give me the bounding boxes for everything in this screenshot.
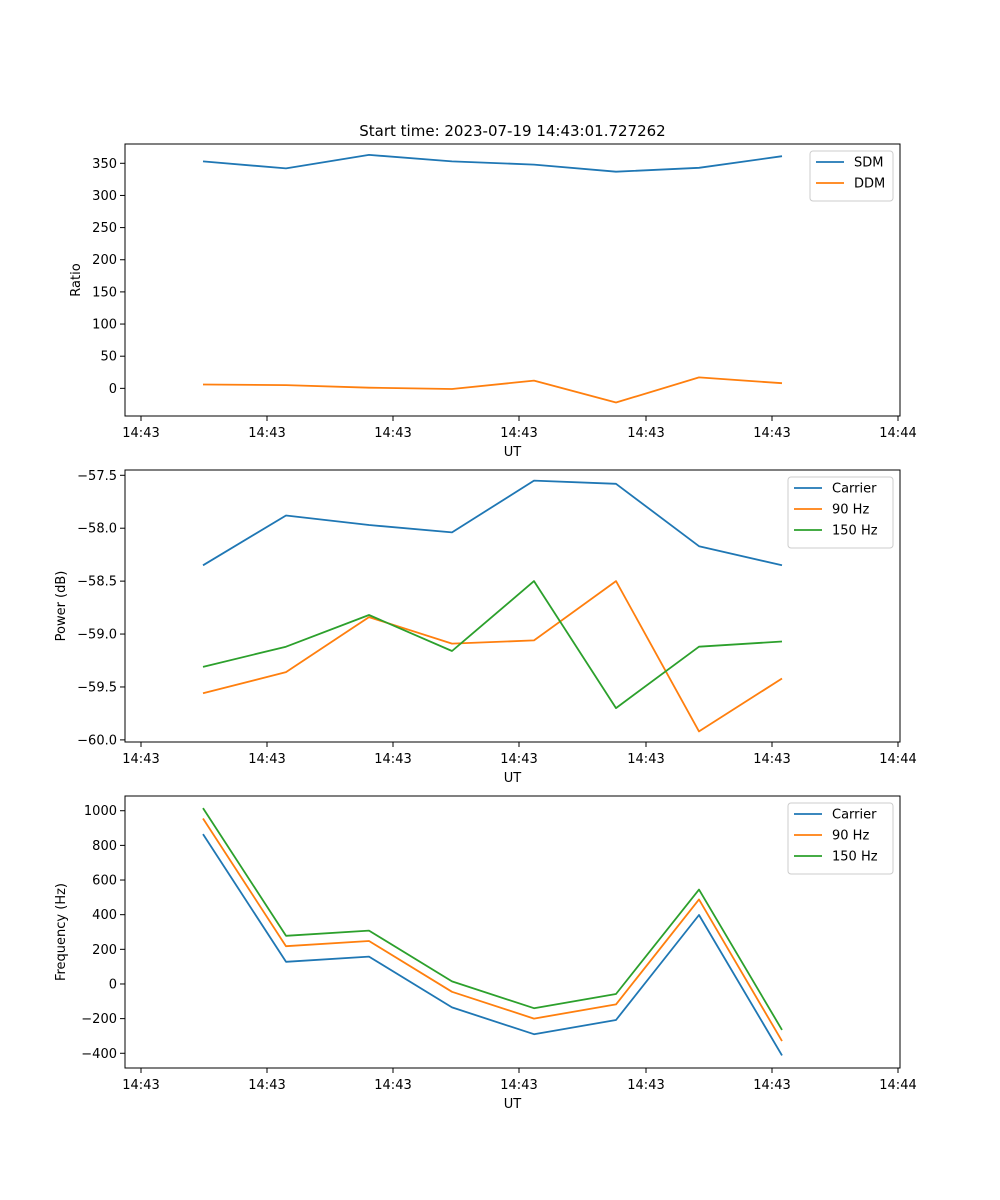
chart-2-series-150-hz-line [202,807,783,1031]
chart-2-legend-label-1: 90 Hz [832,829,869,844]
chart-2-legend-label-2: 150 Hz [832,850,878,865]
chart-2-xtick-label-3: 14:43 [500,1078,537,1093]
chart-0-xtick-label-6: 14:44 [879,426,916,441]
chart-0-ytick-label-1: 50 [100,350,117,365]
chart-2-ytick-label-5: 600 [92,874,117,889]
chart-1-series-150-hz-line [202,580,783,709]
chart-0-ytick-label-7: 350 [92,157,117,172]
chart-1-xlabel: UT [504,771,522,786]
chart-0-legend-label-0: SDM [854,156,883,171]
chart-0-ylabel: Ratio [69,263,84,296]
chart-0-xlabel: UT [504,445,522,460]
chart-0-legend-label-1: DDM [854,177,885,192]
chart-0-ytick-label-6: 300 [92,189,117,204]
chart-2-series-carrier-line [202,833,783,1056]
chart-1-legend-label-2: 150 Hz [832,524,878,539]
chart-2-ytick-label-0: −400 [81,1047,117,1062]
chart-1-ylabel: Power (dB) [54,571,69,642]
chart-1-xtick-label-2: 14:43 [374,752,411,767]
chart-1-ytick-label-1: −59.5 [77,680,117,695]
chart-2-axes-frame [124,795,901,1069]
chart-1-ytick-label-3: −58.5 [77,575,117,590]
chart-2-ylabel: Frequency (Hz) [54,883,69,981]
chart-0-series-ddm-line [202,376,783,404]
chart-0-legend-box [809,150,894,202]
chart-2-xtick-label-0: 14:43 [122,1078,159,1093]
chart-2-xtick-label-1: 14:43 [248,1078,285,1093]
chart-2-xtick-label-5: 14:43 [753,1078,790,1093]
panel-frequency: 14:43 14:43 14:43 14:43 14:43 14:43 14:44 −400 −… [54,795,917,1112]
chart-1-series-carrier-line [202,479,783,567]
chart-1-xtick-label-6: 14:44 [879,752,916,767]
chart-2-ytick-label-6: 800 [92,839,117,854]
chart-1-xtick-label-5: 14:43 [753,752,790,767]
chart-1-ytick-label-0: −60.0 [77,733,117,748]
chart-2-ytick-label-4: 400 [92,908,117,923]
chart-1-ytick-label-5: −57.5 [77,469,117,484]
chart-0-xtick-label-4: 14:43 [627,426,664,441]
chart-0-ytick-label-5: 250 [92,221,117,236]
chart-0-xtick-label-5: 14:43 [753,426,790,441]
chart-0-xtick-label-1: 14:43 [248,426,285,441]
chart-0-ytick-label-2: 100 [92,318,117,333]
chart-0-xtick-label-3: 14:43 [500,426,537,441]
chart-2-ytick-label-7: 1000 [84,804,117,819]
chart-1-xtick-label-1: 14:43 [248,752,285,767]
chart-1-xtick-label-3: 14:43 [500,752,537,767]
panel-ratio: 14:43 14:43 14:43 14:43 14:43 14:43 14:44 0 50 10… [69,143,917,460]
chart-2-ytick-label-1: −200 [81,1012,117,1027]
chart-1-ytick-label-2: −59.0 [77,628,117,643]
chart-0-xtick-label-2: 14:43 [374,426,411,441]
chart-1-series-90-hz-line [202,580,783,733]
chart-title: Start time: 2023-07-19 14:43:01.727262 [359,122,665,140]
chart-2-legend-label-0: Carrier [832,808,877,823]
chart-2-xlabel: UT [504,1097,522,1112]
chart-0-xtick-label-0: 14:43 [122,426,159,441]
chart-1-xtick-label-4: 14:43 [627,752,664,767]
chart-0-ytick-label-4: 200 [92,253,117,268]
chart-1-xtick-label-0: 14:43 [122,752,159,767]
chart-1-ytick-label-4: −58.0 [77,522,117,537]
chart-2-xtick-label-4: 14:43 [627,1078,664,1093]
chart-0-ytick-label-3: 150 [92,285,117,300]
chart-1-axes-frame [124,469,901,743]
chart-0-axes-frame [124,143,901,417]
chart-2-xtick-label-6: 14:44 [879,1078,916,1093]
panel-power: 14:43 14:43 14:43 14:43 14:43 14:43 14:44 −60.0… [54,469,917,786]
chart-0-ytick-label-0: 0 [109,382,117,397]
chart-0-series-sdm-line [202,153,783,173]
chart-2-ytick-label-3: 200 [92,943,117,958]
chart-2-series-90-hz-line [202,818,783,1042]
chart-2-xtick-label-2: 14:43 [374,1078,411,1093]
chart-1-legend-label-1: 90 Hz [832,503,869,518]
chart-2-ytick-label-2: 0 [109,977,117,992]
chart-1-legend-label-0: Carrier [832,482,877,497]
